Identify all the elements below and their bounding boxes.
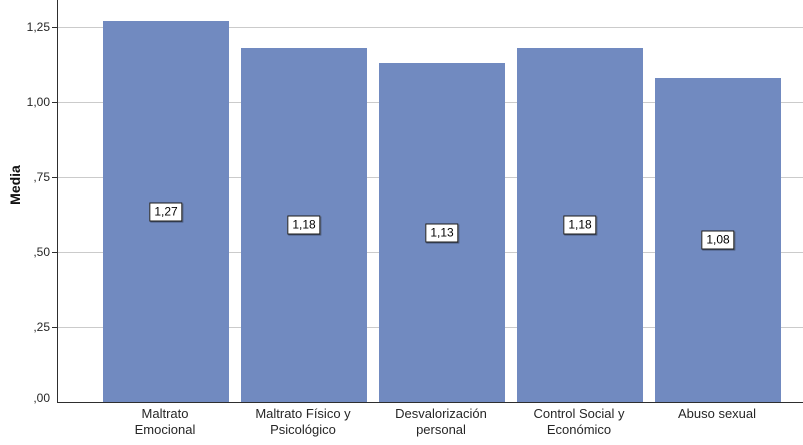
y-tick-mark — [52, 176, 57, 178]
y-tick-label: 1,25 — [26, 20, 50, 34]
bar-value-label: 1,08 — [701, 230, 735, 250]
plot-area: 1,27 1,18 1,13 1,18 1,08 — [52, 0, 803, 403]
y-tick-label: 1,00 — [26, 95, 50, 109]
bar-value-label: 1,13 — [425, 223, 459, 242]
bar-value-label: 1,18 — [563, 215, 597, 235]
y-tick-mark — [52, 26, 57, 28]
x-category-label: Maltrato Emocional — [134, 406, 196, 437]
y-tick-label: ,00 — [33, 391, 50, 405]
bar-value-label: 1,27 — [149, 202, 183, 221]
y-tick-label: ,50 — [33, 245, 50, 259]
y-tick-mark — [52, 326, 57, 328]
gridline — [58, 26, 803, 28]
y-tick-mark — [52, 251, 57, 253]
x-category-label: Abuso sexual — [677, 406, 757, 421]
y-tick-label: ,75 — [33, 170, 50, 184]
x-category-label: Control Social y Económico — [533, 406, 625, 437]
x-category-label: Maltrato Físico y Psicológico — [255, 406, 351, 437]
x-category-label: Desvalorización personal — [395, 406, 487, 437]
y-tick-label: ,25 — [33, 320, 50, 334]
y-axis-title: Media — [7, 165, 23, 205]
y-tick-mark — [52, 101, 57, 103]
bar-value-label: 1,18 — [287, 215, 321, 235]
